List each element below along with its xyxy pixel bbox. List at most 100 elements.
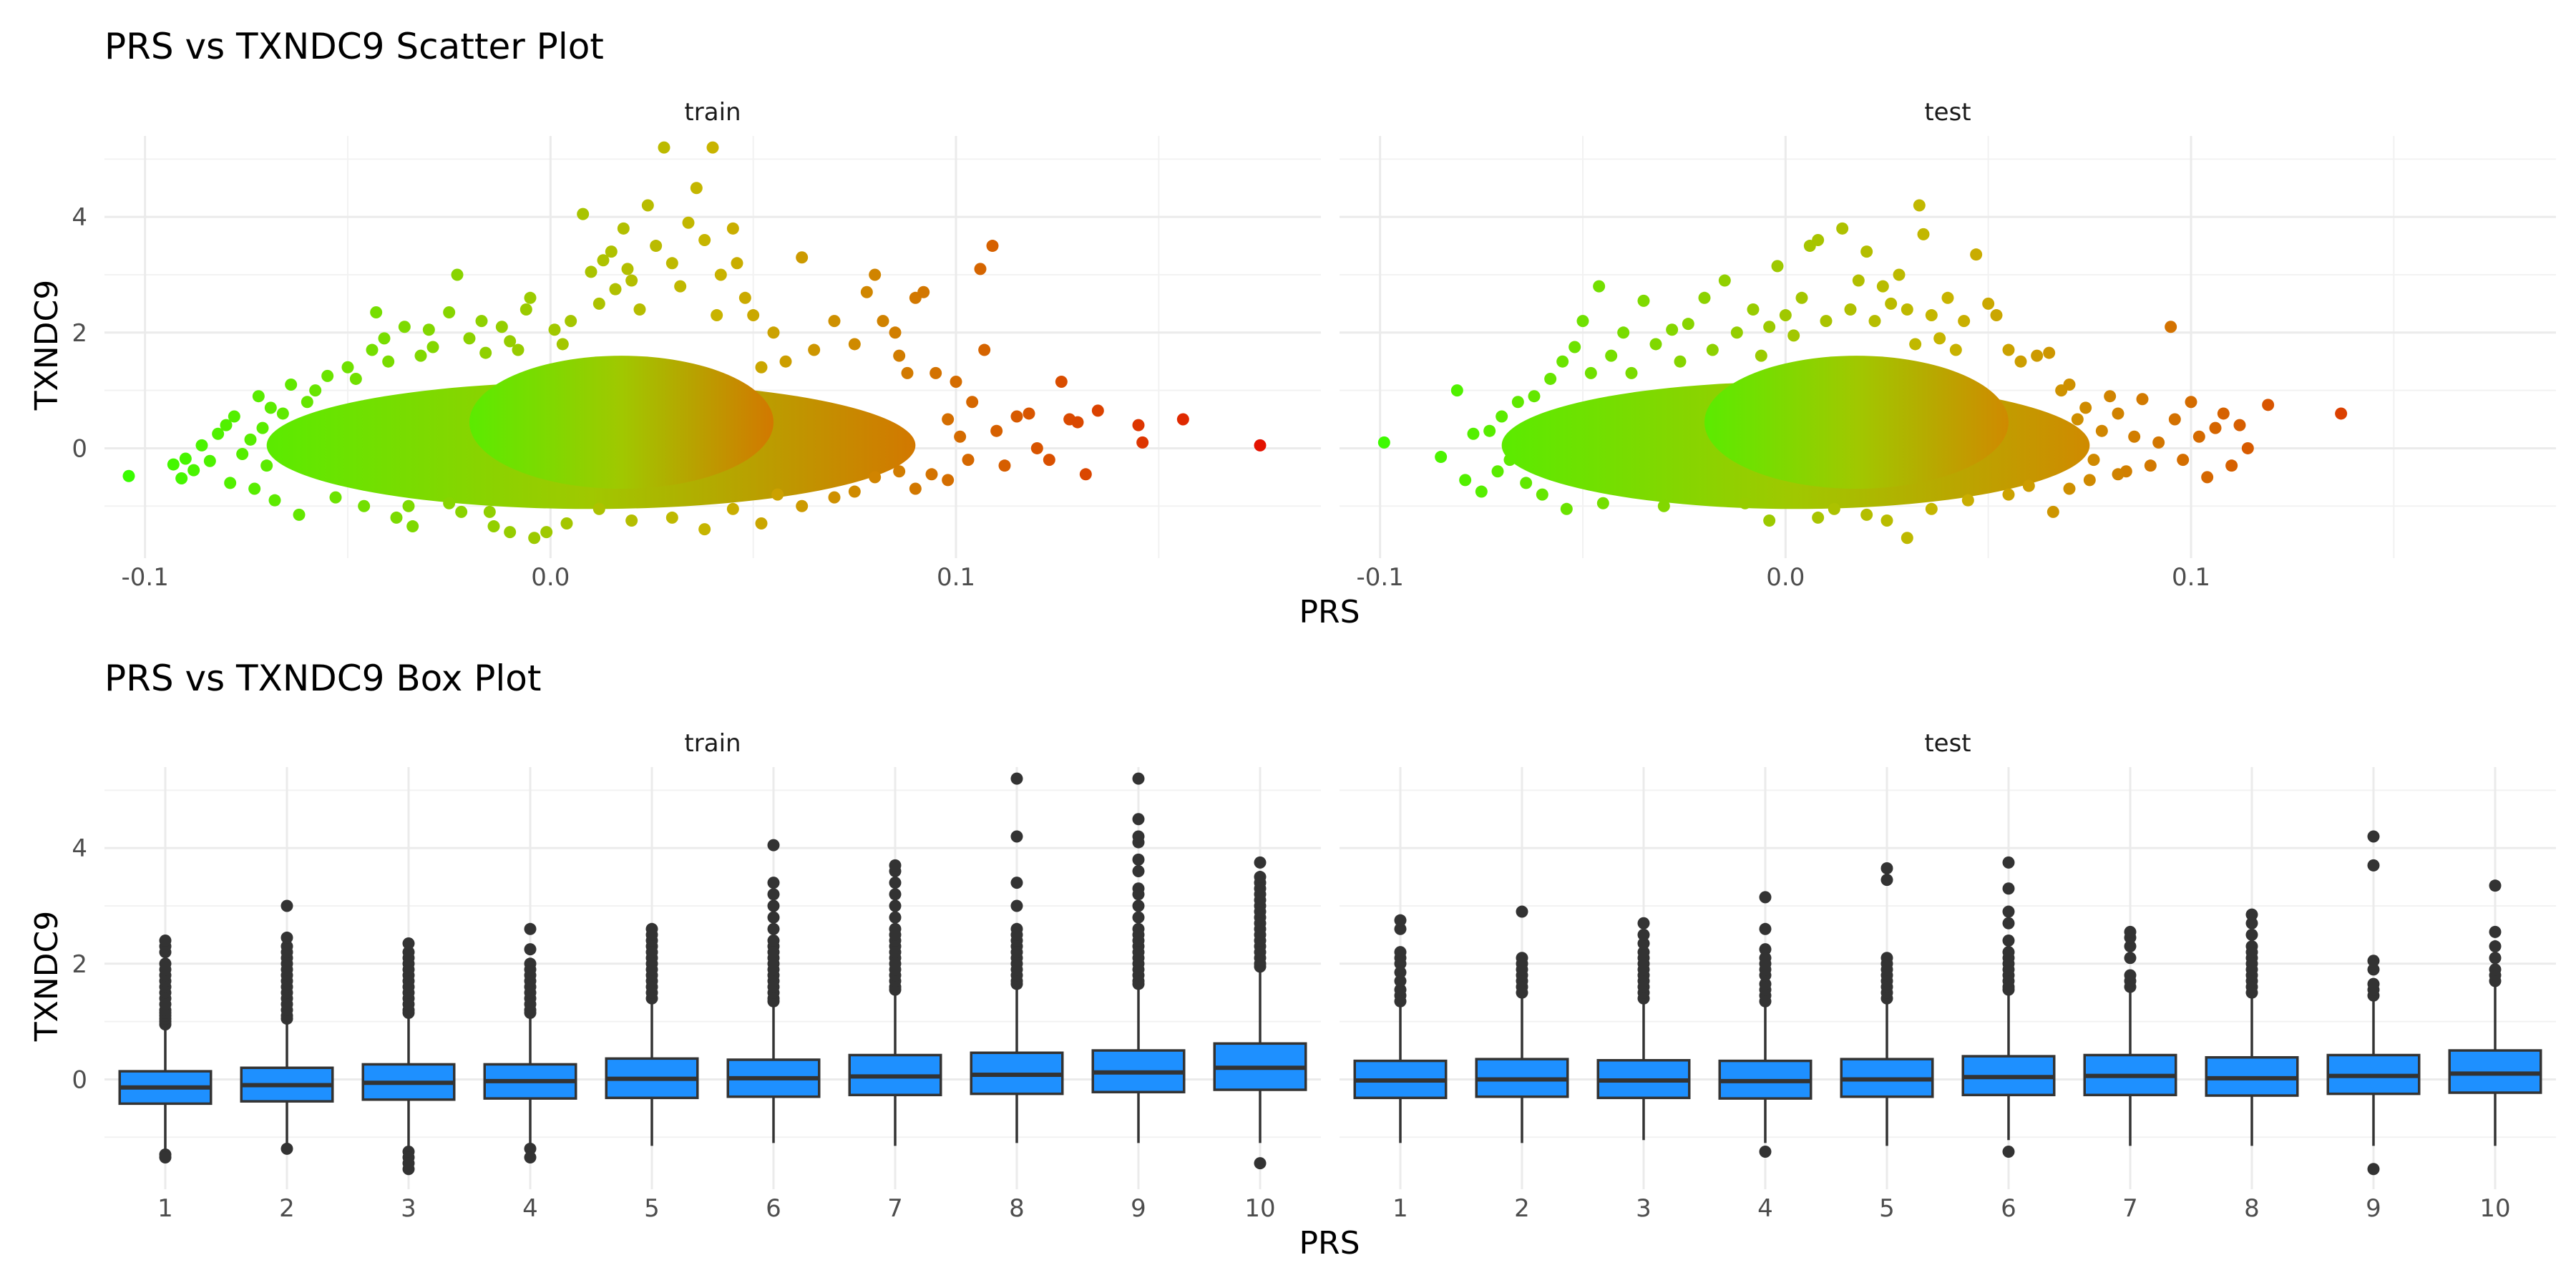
scatter-point	[942, 413, 955, 426]
scatter-point	[621, 263, 634, 275]
box-outlier	[1132, 922, 1145, 935]
box-x-tick-label: 2	[279, 1194, 295, 1223]
scatter-point	[1836, 222, 1849, 235]
scatter-point	[942, 474, 955, 487]
scatter-point	[1763, 514, 1776, 527]
scatter-point	[1682, 318, 1694, 331]
box-outlier	[1880, 862, 1893, 874]
scatter-point	[285, 379, 298, 391]
box-outlier	[767, 911, 780, 924]
box-x-tick-label: 9	[2366, 1194, 2381, 1223]
box-outlier	[1010, 922, 1023, 935]
scatter-point	[228, 410, 240, 423]
box-outlier	[280, 931, 293, 944]
scatter-point	[548, 323, 561, 336]
box-outlier	[1394, 975, 1407, 987]
scatter-point	[1844, 303, 1857, 316]
scatter-point	[402, 499, 415, 512]
scatter-point	[1377, 436, 1390, 449]
scatter-point	[2031, 349, 2044, 362]
scatter-point	[321, 369, 334, 382]
scatter-point	[264, 401, 277, 414]
scatter-strip-test: test	[1924, 98, 1971, 127]
scatter-point	[779, 355, 792, 368]
scatter-point	[1079, 468, 1092, 481]
scatter-point	[617, 222, 630, 235]
box-outlier	[2124, 925, 2137, 938]
box-x-tick-label: 7	[2122, 1194, 2138, 1223]
scatter-point	[2128, 430, 2141, 443]
scatter-point	[1901, 532, 1913, 545]
box-outlier	[2002, 905, 2015, 918]
scatter-point	[633, 303, 646, 316]
scatter-point	[1030, 441, 1043, 454]
scatter-point	[917, 286, 930, 298]
scatter-point	[1254, 439, 1267, 452]
box-outlier	[2002, 917, 2015, 930]
scatter-point	[1091, 404, 1104, 417]
box-y-tick-label: 2	[72, 950, 87, 979]
box-outlier	[767, 922, 780, 935]
scatter-point	[406, 520, 419, 533]
box-outlier	[1132, 830, 1145, 843]
scatter-point	[2185, 396, 2197, 409]
scatter-point	[893, 349, 906, 362]
box-outlier	[645, 922, 658, 935]
scatter-point	[1970, 248, 1983, 261]
scatter-point	[1961, 494, 1974, 507]
box-outlier	[2002, 856, 2015, 869]
scatter-x-tick-label: 0.1	[2172, 563, 2210, 592]
scatter-point	[2002, 488, 2015, 501]
scatter-point	[889, 326, 902, 339]
box-outlier	[1394, 966, 1407, 979]
scatter-point	[1560, 502, 1573, 515]
scatter-point	[1520, 477, 1533, 489]
scatter-point	[625, 274, 638, 287]
scatter-point	[1132, 419, 1145, 431]
scatter-point	[828, 315, 841, 328]
box-outlier	[524, 1151, 537, 1164]
scatter-y-axis-label: TXNDC9	[29, 280, 65, 411]
box-outlier	[1132, 813, 1145, 826]
box-marks	[118, 772, 2542, 1176]
scatter-point	[585, 265, 597, 278]
box-outlier	[1394, 946, 1407, 959]
scatter-point	[443, 306, 456, 319]
box-outlier	[2367, 1163, 2380, 1176]
box-outlier	[280, 940, 293, 953]
scatter-point	[301, 396, 313, 409]
scatter-point	[1860, 245, 1873, 258]
box-y-tick-label: 4	[72, 834, 87, 863]
scatter-point	[592, 502, 605, 515]
scatter-point	[755, 361, 768, 374]
box-outlier	[2245, 908, 2258, 921]
box-outlier	[1254, 856, 1267, 869]
scatter-point	[2168, 413, 2181, 426]
scatter-point	[1949, 343, 1962, 356]
scatter-point	[1876, 280, 1889, 293]
scatter-point	[974, 263, 987, 275]
box-x-tick-label: 3	[1636, 1194, 1652, 1223]
scatter-point	[930, 366, 942, 379]
box-outlier	[1010, 830, 1023, 843]
scatter-point	[1136, 436, 1149, 449]
box-title: PRS vs TXNDC9 Box Plot	[104, 658, 541, 699]
scatter-point	[495, 321, 508, 333]
scatter-point	[986, 240, 999, 253]
box-outlier	[889, 859, 902, 872]
scatter-point	[954, 430, 967, 443]
scatter-point	[658, 141, 670, 154]
box-outlier	[767, 877, 780, 889]
scatter-point	[390, 511, 403, 524]
scatter-point	[366, 343, 379, 356]
box-x-tick-label: 4	[1757, 1194, 1773, 1223]
scatter-point	[711, 309, 723, 322]
scatter-point	[2209, 421, 2222, 434]
box-outlier	[402, 1163, 415, 1176]
scatter-point	[755, 517, 768, 530]
scatter-point	[1812, 233, 1825, 246]
box-outlier	[524, 957, 537, 970]
scatter-point	[1730, 326, 1743, 339]
box-outlier	[889, 899, 902, 912]
